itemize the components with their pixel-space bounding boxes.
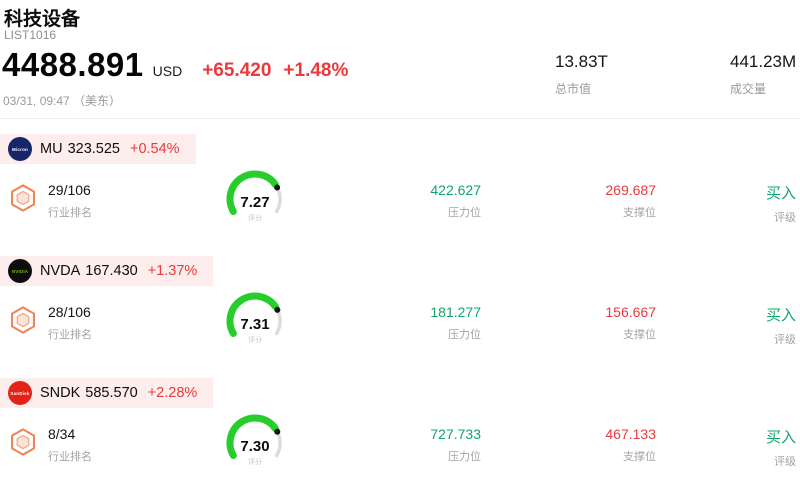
stock-header[interactable]: Micron MU 323.525 +0.54% [0,134,196,164]
stock-logo: NVIDIA [8,259,32,283]
score-gauge: 7.31 评分 [215,290,295,354]
stock-row[interactable]: SanDisk SNDK 585.570 +2.28% 8/34 行业排名 7.… [0,378,800,488]
rating-value: 买入 [765,185,796,202]
score-value: 7.30 [240,438,270,455]
resistance-label: 压力位 [448,451,481,463]
rating-block: 买入 评级 [676,182,796,225]
stock-logo-text: NVIDIA [11,268,29,274]
page-title: 科技设备 [4,9,81,30]
stock-row[interactable]: Micron MU 323.525 +0.54% 29/106 行业排名 7.2… [0,134,800,256]
stock-price: 167.430 [85,263,138,279]
industry-rank: 8/34 行业排名 [48,426,92,464]
index-price: 4488.891 [2,46,144,83]
stock-symbol: MU [40,141,63,157]
rating-value: 买入 [765,429,796,446]
stock-logo: Micron [8,137,32,161]
industry-rank-value: 8/34 [48,426,76,442]
list-id: LIST1016 [4,28,57,42]
rating-value: 买入 [765,307,796,324]
stock-logo-text: Micron [12,146,28,152]
volume-stat: 441.23M 成交量 [730,52,796,97]
support-block: 156.667 支撑位 [536,304,656,342]
support-block: 467.133 支撑位 [536,426,656,464]
industry-rank: 28/106 行业排名 [48,304,92,342]
stock-header[interactable]: SanDisk SNDK 585.570 +2.28% [0,378,214,408]
market-cap-stat: 13.83T 总市值 [555,52,608,97]
score-value: 7.27 [240,194,270,211]
resistance-block: 181.277 压力位 [361,304,481,342]
rating-label: 评级 [774,334,796,346]
score-gauge: 7.27 评分 [215,168,295,232]
support-value: 269.687 [605,182,656,198]
rating-label: 评级 [774,456,796,468]
industry-rank-icon [8,183,38,213]
volume-label: 成交量 [730,82,767,96]
index-price-row: 4488.891 USD +65.420 +1.48% [2,46,348,84]
score-gauge: 7.30 评分 [215,412,295,476]
stock-detail: 28/106 行业排名 7.31 评分 181.277 压力位 156.667 … [0,286,800,378]
industry-rank-value: 28/106 [48,304,91,320]
resistance-value: 181.277 [430,304,481,320]
score-label: 评分 [248,215,262,222]
resistance-label: 压力位 [448,207,481,219]
stock-logo: SanDisk [8,381,32,405]
support-value: 467.133 [605,426,656,442]
stock-change: +1.37% [147,263,198,279]
stock-detail: 8/34 行业排名 7.30 评分 727.733 压力位 467.133 支撑… [0,408,800,488]
industry-rank-label: 行业排名 [48,329,92,341]
stock-change: +0.54% [129,141,180,157]
stock-change: +2.28% [147,385,198,401]
rating-block: 买入 评级 [676,426,796,469]
industry-rank-label: 行业排名 [48,207,92,219]
price-change-pct: +1.48% [283,60,349,81]
timestamp: 03/31, 09:47 （美东） [3,94,122,108]
score-label: 评分 [248,337,262,344]
industry-rank: 29/106 行业排名 [48,182,92,220]
stock-price: 585.570 [85,385,138,401]
market-cap-value: 13.83T [555,52,608,71]
support-label: 支撑位 [623,451,656,463]
stock-row[interactable]: NVIDIA NVDA 167.430 +1.37% 28/106 行业排名 7… [0,256,800,378]
industry-rank-icon [8,305,38,335]
resistance-value: 727.733 [430,426,481,442]
resistance-block: 727.733 压力位 [361,426,481,464]
score-value: 7.31 [240,316,270,333]
score-label: 评分 [248,459,262,466]
support-label: 支撑位 [623,207,656,219]
rating-label: 评级 [774,212,796,224]
resistance-label: 压力位 [448,329,481,341]
stock-symbol: NVDA [40,263,81,279]
rating-block: 买入 评级 [676,304,796,347]
stock-price: 323.525 [67,141,120,157]
industry-rank-icon [8,427,38,457]
header-divider [0,118,800,119]
resistance-value: 422.627 [430,182,481,198]
resistance-block: 422.627 压力位 [361,182,481,220]
currency-label: USD [152,63,183,79]
stock-symbol: SNDK [40,385,81,401]
market-cap-label: 总市值 [555,82,592,96]
volume-value: 441.23M [730,52,797,71]
industry-rank-value: 29/106 [48,182,91,198]
stock-logo-text: SanDisk [10,390,30,396]
support-label: 支撑位 [623,329,656,341]
stock-detail: 29/106 行业排名 7.27 评分 422.627 压力位 269.687 … [0,164,800,256]
industry-rank-label: 行业排名 [48,451,92,463]
price-change: +65.420 [202,60,272,81]
support-value: 156.667 [605,304,656,320]
support-block: 269.687 支撑位 [536,182,656,220]
stock-header[interactable]: NVIDIA NVDA 167.430 +1.37% [0,256,214,286]
